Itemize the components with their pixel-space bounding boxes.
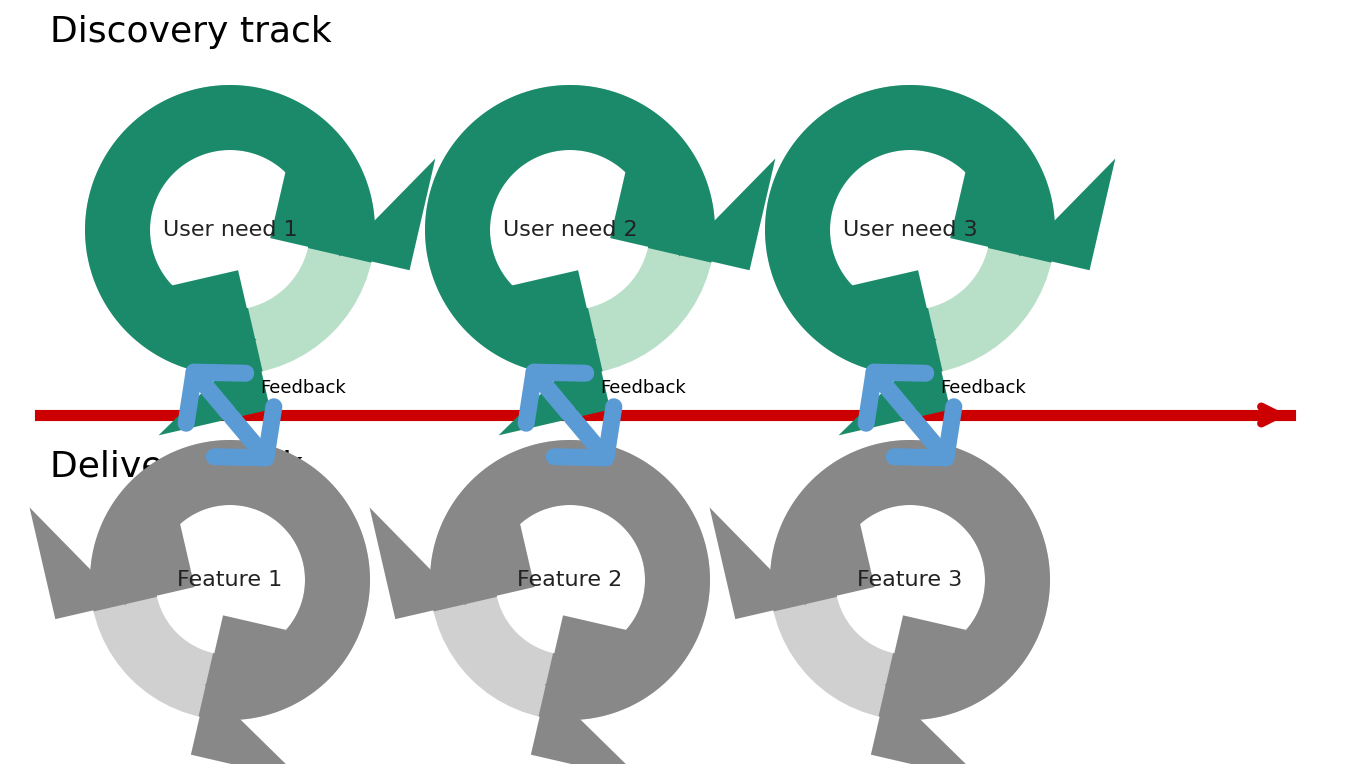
FancyArrow shape bbox=[950, 126, 1115, 270]
FancyArrow shape bbox=[30, 475, 194, 619]
Text: Discovery track: Discovery track bbox=[50, 15, 332, 49]
FancyArrow shape bbox=[610, 126, 775, 270]
Circle shape bbox=[85, 85, 375, 375]
Circle shape bbox=[495, 505, 645, 655]
Text: User need 3: User need 3 bbox=[842, 220, 977, 240]
Polygon shape bbox=[431, 440, 710, 720]
FancyArrow shape bbox=[270, 126, 435, 270]
Circle shape bbox=[425, 85, 716, 375]
Polygon shape bbox=[769, 440, 1050, 720]
Circle shape bbox=[830, 150, 990, 310]
Text: Feature 3: Feature 3 bbox=[857, 570, 963, 590]
Circle shape bbox=[431, 440, 710, 720]
Circle shape bbox=[155, 505, 305, 655]
Polygon shape bbox=[85, 85, 375, 375]
Text: Delivery track: Delivery track bbox=[50, 450, 302, 484]
Circle shape bbox=[490, 150, 649, 310]
FancyArrow shape bbox=[466, 270, 610, 435]
Circle shape bbox=[836, 505, 986, 655]
FancyArrow shape bbox=[127, 270, 270, 435]
Text: Feature 2: Feature 2 bbox=[517, 570, 622, 590]
FancyArrow shape bbox=[871, 615, 1015, 764]
Text: Feedback: Feedback bbox=[599, 379, 686, 397]
Text: Feedback: Feedback bbox=[940, 379, 1026, 397]
Text: User need 1: User need 1 bbox=[163, 220, 297, 240]
Text: Feedback: Feedback bbox=[261, 379, 346, 397]
FancyArrow shape bbox=[806, 270, 950, 435]
Circle shape bbox=[769, 440, 1050, 720]
FancyArrow shape bbox=[370, 475, 535, 619]
Polygon shape bbox=[425, 85, 716, 375]
Circle shape bbox=[150, 150, 310, 310]
Circle shape bbox=[90, 440, 370, 720]
Polygon shape bbox=[765, 85, 1054, 375]
FancyArrow shape bbox=[531, 615, 675, 764]
Text: User need 2: User need 2 bbox=[502, 220, 637, 240]
Polygon shape bbox=[90, 440, 370, 720]
Circle shape bbox=[765, 85, 1054, 375]
FancyArrow shape bbox=[710, 475, 875, 619]
FancyArrow shape bbox=[190, 615, 335, 764]
Text: Feature 1: Feature 1 bbox=[177, 570, 282, 590]
